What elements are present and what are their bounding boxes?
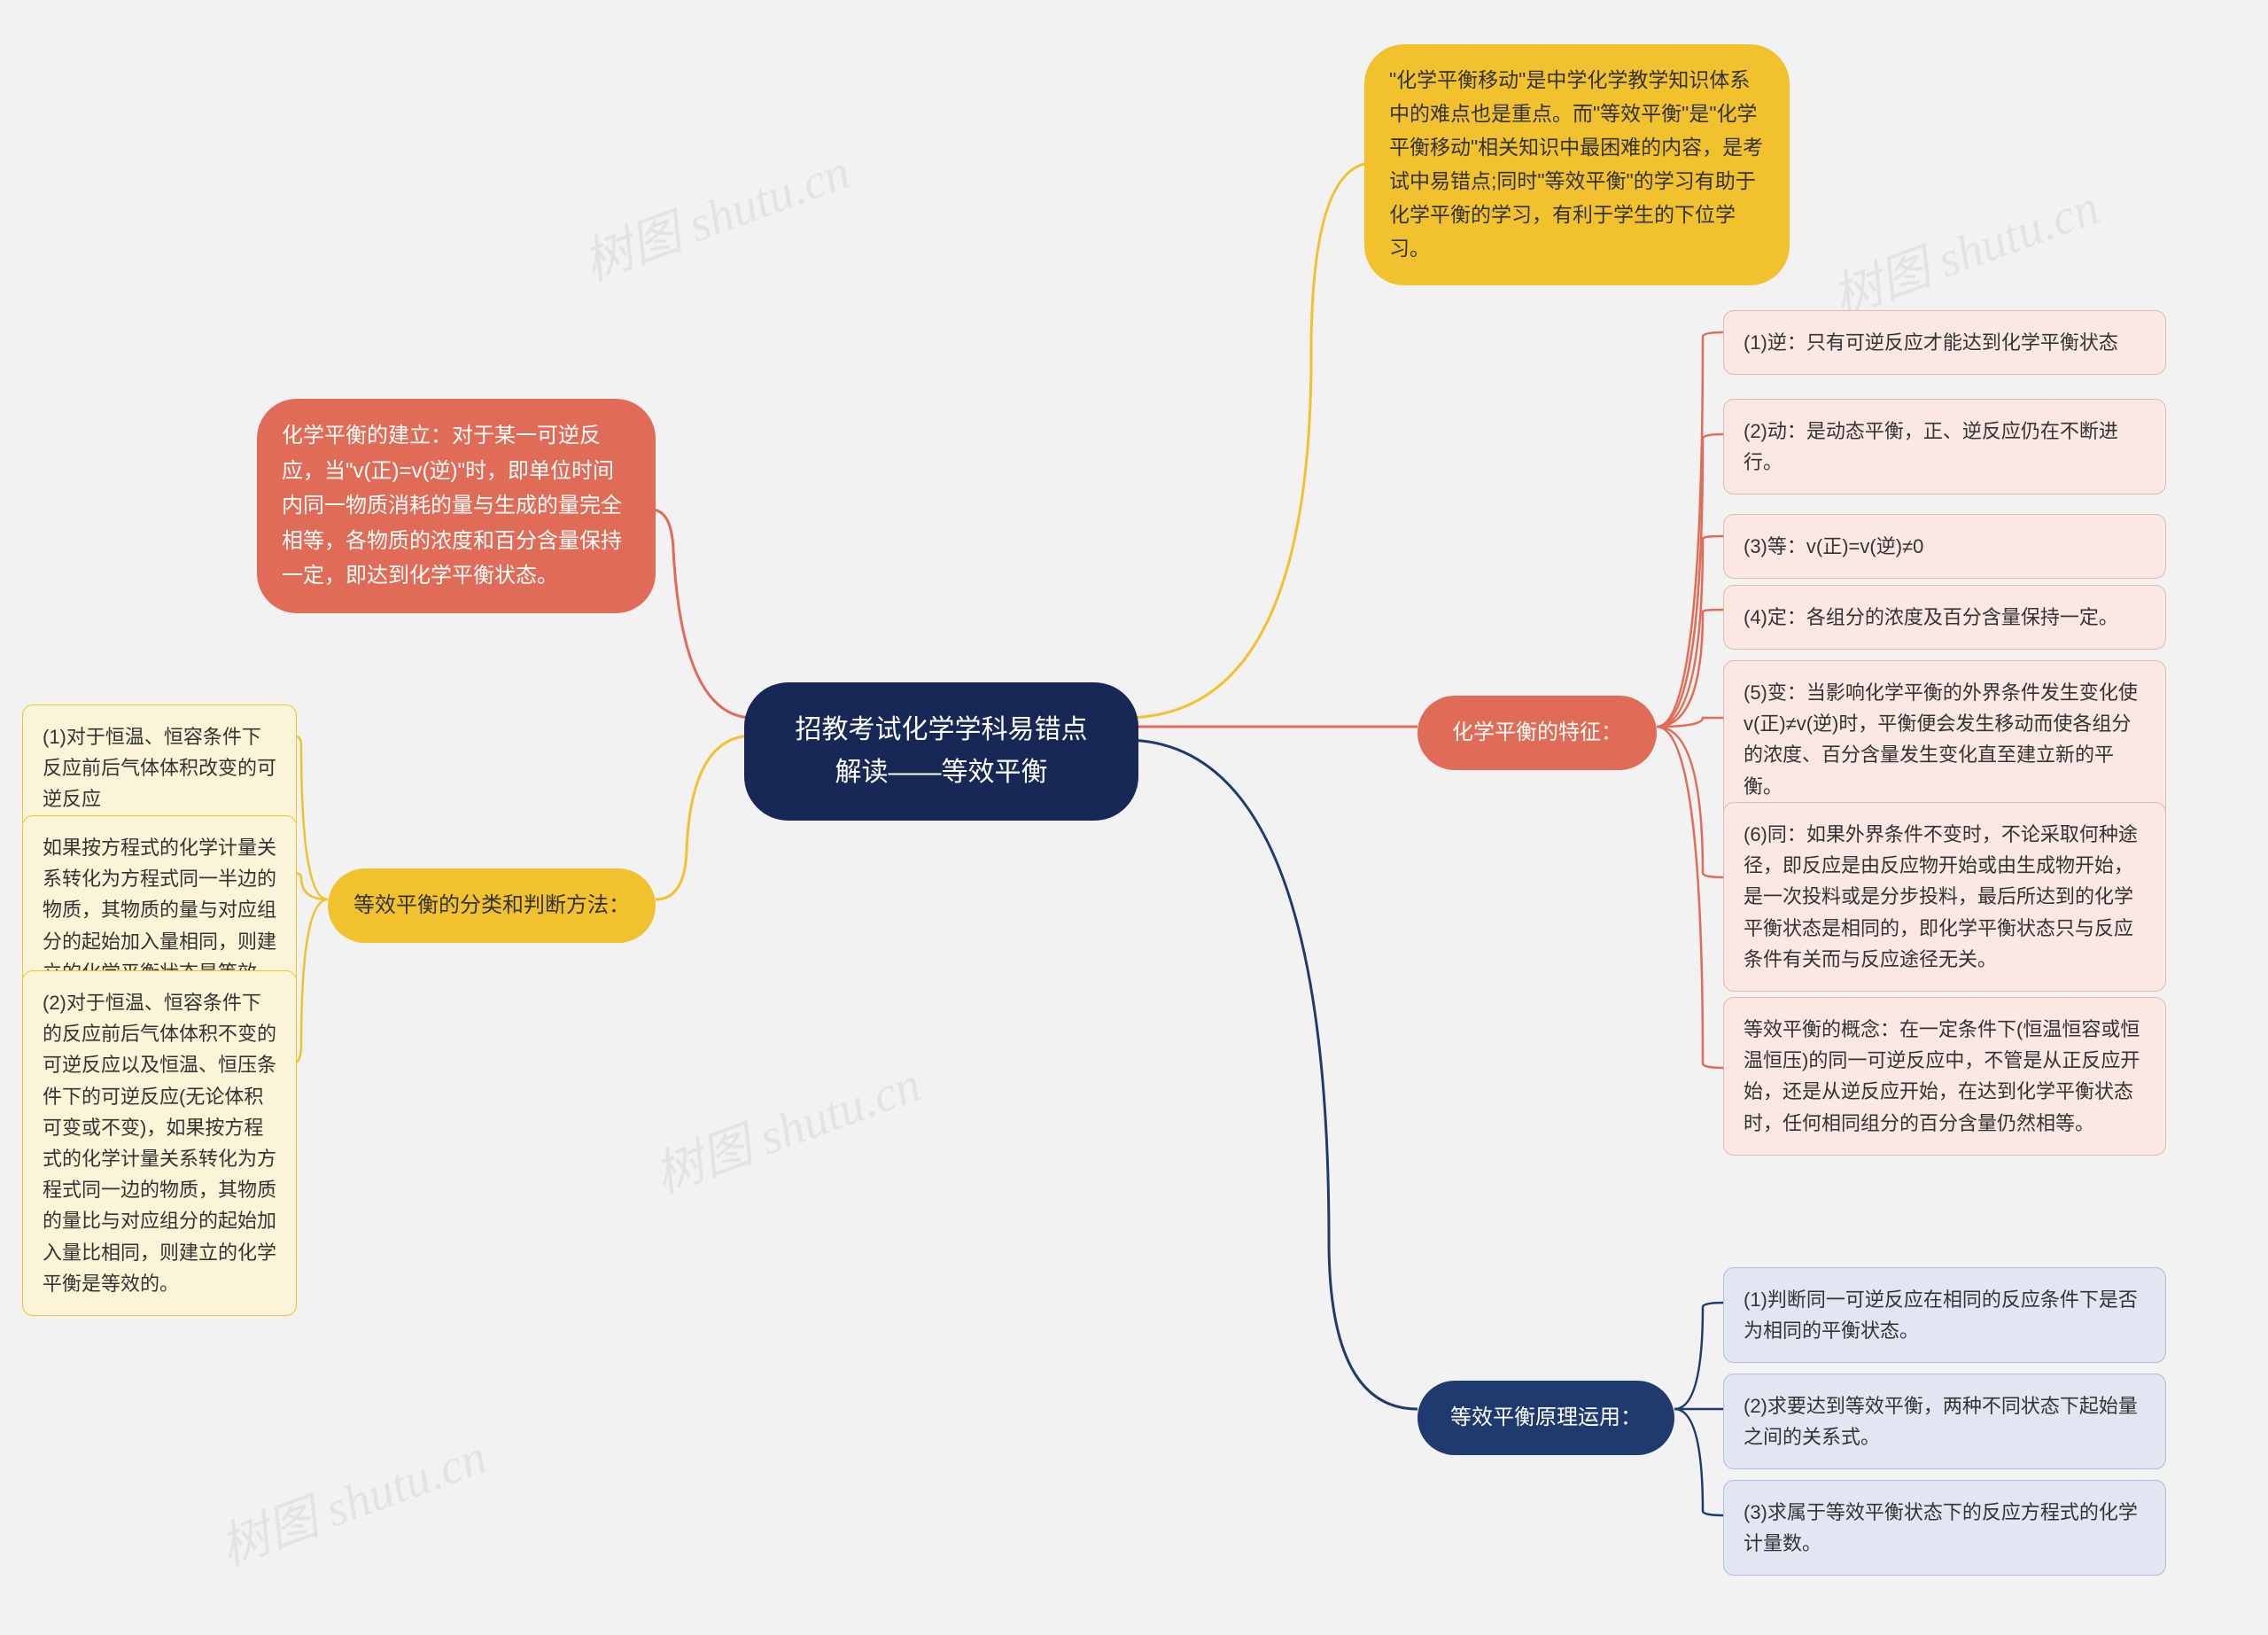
branch-feature[interactable]: 化学平衡的特征： (1418, 696, 1657, 770)
apply-leaf-1[interactable]: (2)求要达到等效平衡，两种不同状态下起始量之间的关系式。 (1723, 1374, 2166, 1469)
center-line1: 招教考试化学学科易错点 (796, 715, 1088, 744)
center-node[interactable]: 招教考试化学学科易错点 解读——等效平衡 (744, 682, 1138, 821)
feature-leaf-2[interactable]: (3)等：v(正)=v(逆)≠0 (1723, 514, 2166, 579)
branch-apply[interactable]: 等效平衡原理运用： (1418, 1381, 1674, 1455)
classify-leaf-2[interactable]: (2)对于恒温、恒容条件下的反应前后气体体积不变的可逆反应以及恒温、恒压条件下的… (22, 970, 297, 1316)
watermark: 树图 shutu.cn (643, 1045, 929, 1208)
branch-establish[interactable]: 化学平衡的建立：对于某一可逆反应，当"v(正)=v(逆)"时，即单位时间内同一物… (257, 399, 656, 613)
classify-leaf-0[interactable]: (1)对于恒温、恒容条件下反应前后气体体积改变的可逆反应 (22, 705, 297, 832)
watermark: 树图 shutu.cn (209, 1417, 495, 1580)
feature-leaf-6[interactable]: 等效平衡的概念：在一定条件下(恒温恒容或恒温恒压)的同一可逆反应中，不管是从正反… (1723, 997, 2166, 1156)
feature-leaf-4[interactable]: (5)变：当影响化学平衡的外界条件发生变化使v(正)≠v(逆)时，平衡便会发生移… (1723, 660, 2166, 819)
branch-classify[interactable]: 等效平衡的分类和判断方法： (328, 868, 656, 943)
feature-leaf-1[interactable]: (2)动：是动态平衡，正、逆反应仍在不断进行。 (1723, 399, 2166, 494)
apply-leaf-2[interactable]: (3)求属于等效平衡状态下的反应方程式的化学计量数。 (1723, 1480, 2166, 1576)
feature-leaf-0[interactable]: (1)逆：只有可逆反应才能达到化学平衡状态 (1723, 310, 2166, 375)
feature-leaf-5[interactable]: (6)同：如果外界条件不变时，不论采取何种途径，即反应是由反应物开始或由生成物开… (1723, 802, 2166, 992)
branch-intro[interactable]: "化学平衡移动"是中学化学教学知识体系中的难点也是重点。而"等效平衡"是"化学平… (1364, 44, 1790, 285)
watermark: 树图 shutu.cn (572, 132, 858, 295)
apply-leaf-0[interactable]: (1)判断同一可逆反应在相同的反应条件下是否为相同的平衡状态。 (1723, 1267, 2166, 1363)
watermark: 树图 shutu.cn (1821, 167, 2108, 331)
center-line2: 解读——等效平衡 (835, 758, 1048, 787)
feature-leaf-3[interactable]: (4)定：各组分的浓度及百分含量保持一定。 (1723, 585, 2166, 650)
